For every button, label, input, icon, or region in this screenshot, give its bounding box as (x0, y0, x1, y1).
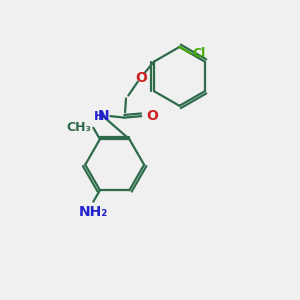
Text: H: H (94, 110, 104, 123)
Text: NH₂: NH₂ (79, 205, 108, 219)
Text: N: N (98, 109, 109, 123)
Text: CH₃: CH₃ (67, 121, 92, 134)
Text: O: O (147, 109, 158, 123)
Text: Cl: Cl (192, 47, 206, 60)
Text: O: O (135, 71, 147, 85)
